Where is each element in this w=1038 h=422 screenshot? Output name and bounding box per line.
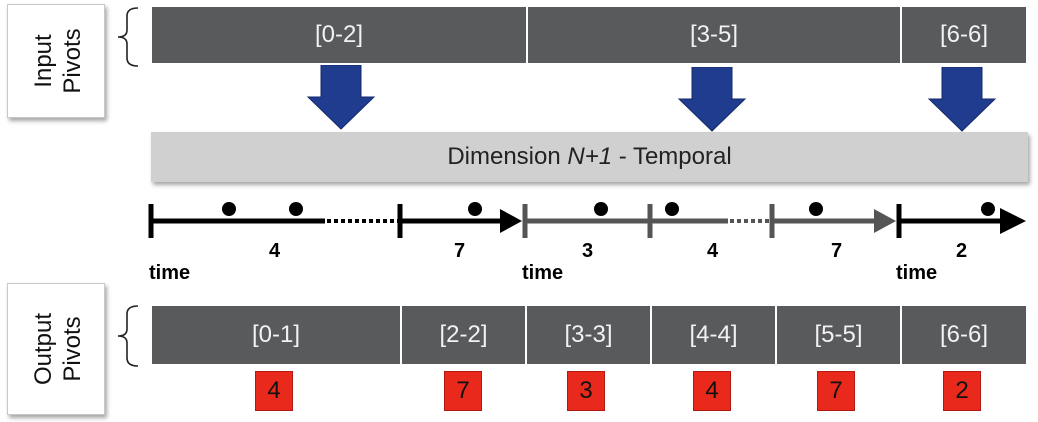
output-label-line1: Output [30, 313, 57, 385]
event-dot [594, 202, 608, 216]
output-pivot-1-label: [2-2] [439, 321, 488, 348]
input-label-line2: Pivots [59, 28, 86, 93]
dimension-bar: Dimension N+1 - Temporal [151, 132, 1028, 182]
output-pivots-label: Output Pivots [30, 313, 86, 385]
down-arrow-icon [677, 67, 747, 132]
event-dot [981, 202, 995, 216]
output-pivot-3: [4-4] [650, 306, 775, 364]
count-label-4: 7 [831, 240, 843, 262]
count-badge-2: 3 [567, 371, 605, 411]
event-dot [222, 202, 236, 216]
dimension-variable: N+1 [567, 143, 613, 170]
input-pivot-2: [6-6] [900, 7, 1026, 63]
down-arrow-icon [927, 67, 997, 132]
dimension-suffix: - Temporal [612, 143, 732, 170]
count-label-5: 2 [956, 240, 968, 262]
input-pivot-0-label: [0-2] [314, 21, 364, 48]
down-arrow-icon [306, 65, 376, 130]
count-badge-5: 2 [943, 371, 981, 411]
output-label-line2: Pivots [59, 316, 86, 381]
output-pivot-0-label: [0-1] [251, 321, 301, 348]
input-pivot-1: [3-5] [526, 7, 900, 63]
event-dot [289, 202, 303, 216]
input-brace-icon [117, 7, 139, 67]
count-label-0: 4 [269, 240, 281, 262]
dimension-prefix: Dimension [447, 143, 568, 170]
event-dot [665, 202, 679, 216]
count-badge-0: 4 [255, 371, 293, 411]
input-pivot-2-label: [6-6] [939, 21, 989, 48]
output-brace-icon [117, 305, 139, 367]
time-label: time [149, 262, 191, 284]
output-pivot-5-label: [6-6] [939, 321, 989, 348]
output-pivot-5: [6-6] [900, 306, 1026, 364]
count-label-1: 7 [454, 240, 466, 262]
count-badge-4: 7 [817, 371, 855, 411]
count-label-2: 3 [582, 240, 594, 262]
time-label: time [522, 262, 564, 284]
timeline [148, 202, 1026, 238]
output-pivots-label-box: Output Pivots [7, 283, 105, 415]
count-label-3: 4 [707, 240, 719, 262]
input-label-line1: Input [30, 34, 57, 88]
time-label: time [896, 262, 938, 284]
output-pivot-4: [5-5] [775, 306, 900, 364]
event-dot [468, 202, 482, 216]
output-pivot-2-label: [3-3] [564, 321, 613, 348]
input-pivot-0: [0-2] [152, 7, 526, 63]
input-pivot-1-label: [3-5] [689, 21, 739, 48]
input-pivots-label-box: Input Pivots [7, 4, 105, 118]
output-pivot-4-label: [5-5] [814, 321, 863, 348]
input-pivots-label: Input Pivots [30, 28, 86, 93]
output-pivot-1: [2-2] [400, 306, 525, 364]
event-dot [809, 202, 823, 216]
output-pivot-0: [0-1] [152, 306, 400, 364]
output-pivot-2: [3-3] [525, 306, 650, 364]
count-badge-3: 4 [693, 371, 731, 411]
count-badge-1: 7 [444, 371, 482, 411]
output-pivot-3-label: [4-4] [689, 321, 738, 348]
